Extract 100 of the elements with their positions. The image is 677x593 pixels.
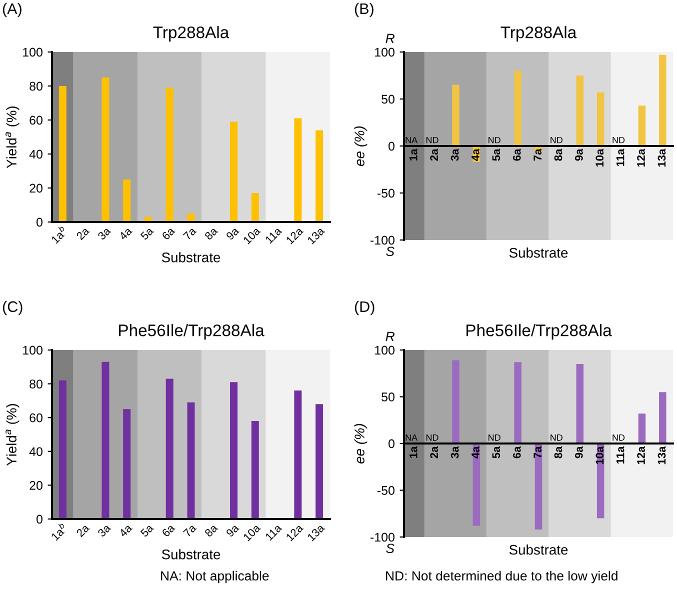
annotation: ND [426,434,438,441]
x-axis-title: Substrate [509,544,568,555]
y-tick-label: 100 [375,48,394,57]
y-axis-title: Yield$^{a}$ (%) [6,106,20,168]
x-tick-label: 6a [161,523,176,538]
y-tick-label: 60 [30,116,42,125]
y-tick-label: -50 [377,188,394,198]
bar [102,78,110,222]
x-tick-label: 9a [226,226,240,240]
bar [576,76,584,146]
x-tick-label: 5a [140,226,154,240]
annotation: ND [550,136,562,144]
y-tick-label: 100 [375,346,394,355]
x-tick-label: 8a [554,446,562,458]
text: (D) [354,300,374,316]
x-tick-label: 1a [410,446,418,458]
annotation: ND [550,434,562,441]
bar [230,382,238,519]
y-tick-label: 80 [30,82,42,91]
y-tick-label: 0 [36,218,42,227]
annotation: NA [406,434,418,441]
annotation: NA [406,136,418,144]
x-tick-label: 10a [242,523,261,542]
x-tick-label: 4a [472,148,480,161]
x-tick-label: 4a [118,226,133,240]
y-tick-label: 0 [388,142,394,151]
bar [166,378,174,519]
bar [294,390,302,519]
text: (A) [2,2,22,18]
x-tick-label: 8a [204,523,218,538]
x-tick-label: 12a [637,446,645,464]
x-tick-label: 7a [182,226,197,240]
y-tick-label: 0 [388,439,394,448]
bar [452,84,460,146]
y-tick-label: 100 [23,48,42,57]
bar [596,92,604,146]
x-tick-label: 1a [410,148,418,160]
x-tick-label: 11a [616,148,624,166]
x-tick-label: 13a [658,446,666,464]
x-tick-label: 6a [512,446,521,458]
x-tick-label: 7a [534,446,542,458]
y-tick-label: 0 [36,514,42,524]
y-tick-label: 50 [382,94,394,104]
chart-title: Phe56Ile/Trp288Ala [119,324,264,340]
x-tick-label: 12a [286,226,304,244]
y-tick-label: -100 [370,532,394,542]
bar [251,420,259,519]
x-tick-label: 2a [76,226,90,240]
y-axis-title: ee (%) [354,424,368,464]
x-tick-label: 5a [492,446,500,458]
y-tick-label: 20 [30,184,42,193]
x-axis-title: Substrate [162,549,220,560]
y-tick-label: 20 [30,481,42,490]
chart-title: Trp288Ala [500,26,577,42]
x-tick-label: 3a [450,148,459,161]
x-tick-label: 3a [97,226,112,240]
text: (C) [2,300,22,316]
x-tick-label: 9a [575,148,583,161]
x-tick-label: 10a [596,148,604,167]
bar [316,130,324,222]
x-tick-label: 3a [97,523,112,538]
annotation: ND [488,434,500,441]
x-axis-title: Substrate [162,252,220,262]
x-tick-label: 5a [492,148,500,161]
x-tick-label: 2a [430,148,438,161]
x-tick-label: 10a [242,226,261,244]
x-tick-label: 2a [430,446,438,458]
bar [514,70,522,146]
x-tick-label: 8a [554,148,562,161]
x-tick-label: 4a [118,523,133,538]
bar [123,409,131,519]
y-tick-label: 50 [382,392,394,402]
x-tick-label: 11a [264,523,282,541]
y-tick-label: 100 [23,346,42,355]
x-tick-label: 5a [140,523,154,538]
x-tick-label: 11a [264,226,282,244]
annotation: ND [488,136,500,144]
y-tick-label: 60 [30,413,42,422]
x-tick-label: 1a$^{b}$ [49,522,68,541]
x-tick-label: 1a$^{b}$ [49,225,68,244]
bar [659,392,666,444]
bar [576,364,584,444]
bar [638,106,646,146]
bar [102,362,110,519]
x-tick-label: 9a [575,446,583,458]
text: (B) [354,2,374,18]
x-tick-label: 13a [307,226,326,244]
x-tick-label: 6a [161,226,176,240]
y-axis-title: ee (%) [354,126,368,166]
bar [452,360,460,444]
bar [187,402,195,519]
bar [251,193,259,222]
chart-title: Trp288Ala [153,26,230,42]
text: S [386,544,394,554]
bar [534,444,542,530]
x-tick-label: 7a [534,148,542,161]
bar [230,122,238,222]
x-tick-label: 13a [658,148,666,167]
x-tick-label: 7a [182,523,197,538]
x-tick-label: 12a [637,148,645,167]
